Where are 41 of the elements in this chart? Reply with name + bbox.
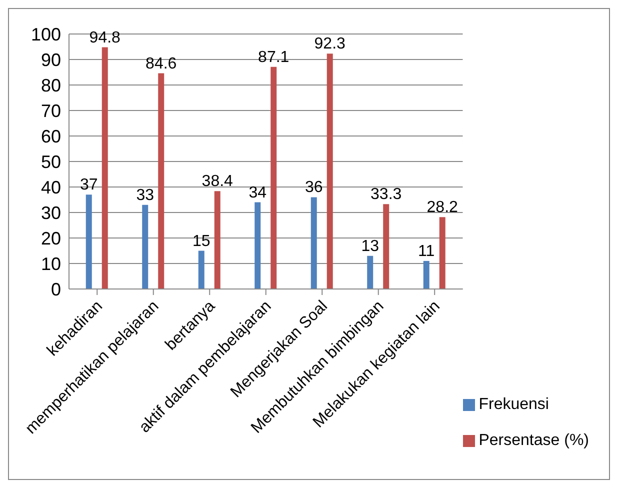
bar <box>142 204 148 289</box>
data-label: 33.3 <box>370 186 402 204</box>
bar <box>367 256 374 289</box>
y-tick-label: 80 <box>40 75 61 96</box>
y-tick-label: 50 <box>40 152 61 172</box>
y-tick-label: 60 <box>40 126 61 146</box>
bar <box>214 191 220 289</box>
bar <box>198 250 204 289</box>
data-label: 33 <box>136 186 154 204</box>
data-label: 28.2 <box>426 199 458 216</box>
data-label: 34 <box>248 184 267 202</box>
data-label: 13 <box>361 238 380 255</box>
bar <box>86 194 92 289</box>
data-label: 92.3 <box>314 36 346 53</box>
bar <box>270 66 277 289</box>
data-label: 38.4 <box>202 173 234 190</box>
y-tick-label: 70 <box>40 100 61 121</box>
bar <box>423 260 430 289</box>
data-label: 36 <box>304 179 323 196</box>
data-label: 84.6 <box>146 55 177 72</box>
legend-label: Persentase (%) <box>478 432 589 449</box>
data-label: 94.8 <box>89 29 121 46</box>
bar <box>310 197 317 289</box>
y-tick-label: 30 <box>40 202 61 223</box>
bar <box>102 47 108 289</box>
data-label: 11 <box>418 242 435 260</box>
bar <box>439 217 446 289</box>
bar <box>326 54 333 289</box>
data-label: 87.1 <box>258 48 290 66</box>
data-label: 15 <box>192 232 210 250</box>
y-tick-label: 90 <box>40 50 61 70</box>
bar <box>383 204 390 289</box>
data-label: 37 <box>80 176 98 194</box>
bar <box>254 202 261 289</box>
y-tick-label: 40 <box>40 177 61 198</box>
y-tick-label: 10 <box>40 254 61 274</box>
y-tick-label: 20 <box>40 228 61 248</box>
y-tick-label: 100 <box>30 24 61 44</box>
bar <box>158 73 164 289</box>
legend-label: Frekuensi <box>478 396 549 413</box>
y-tick-label: 0 <box>50 279 61 300</box>
